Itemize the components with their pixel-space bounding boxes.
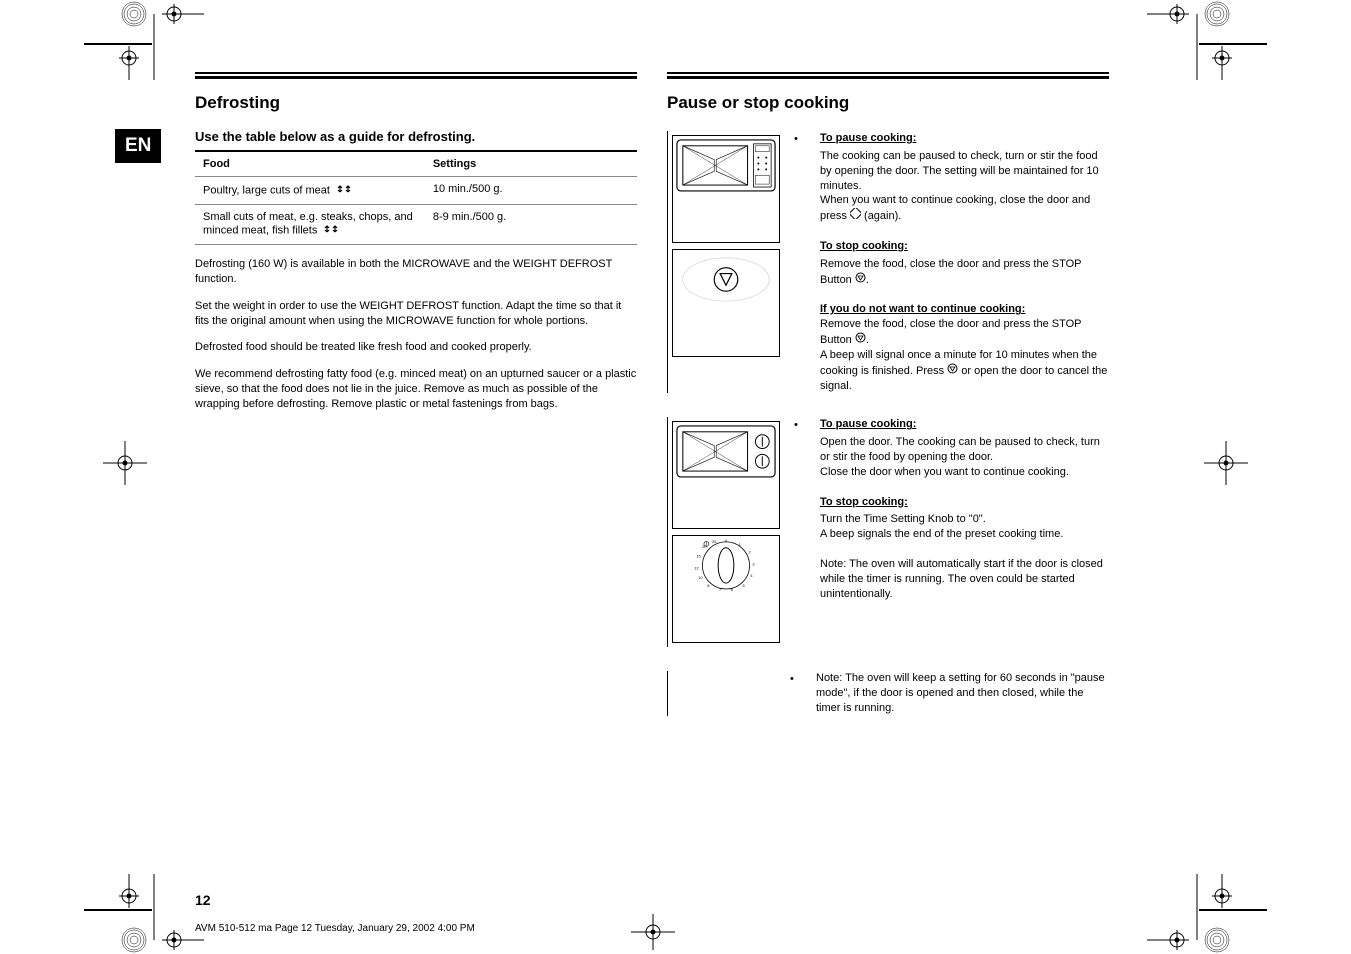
stop-icon [855,332,866,348]
stop-button-thumb [672,249,780,357]
table-cell: Poultry, large cuts of meat [203,184,330,196]
step-text: To pause cooking: Open the door. The coo… [820,417,1109,601]
step-body: Note: The oven will keep a setting for 6… [816,672,1105,714]
table-cell: Small cuts of meat, e.g. steaks, chops, … [203,211,413,236]
start-icon [850,208,861,224]
svg-text:2: 2 [748,550,750,555]
step-body: Close the door when you want to continue… [820,466,1069,478]
page-number: 12 [195,892,211,908]
reg-mark-bottom-right [1147,874,1267,954]
right-header: Pause or stop cooking [667,76,1109,123]
step-body: (again). [864,210,901,222]
step-body: Note: The oven will automatically start … [820,558,1103,600]
svg-text:3: 3 [752,562,754,567]
step-heading: To pause cooking: [820,131,1109,146]
footer-meta: AVM 510-512 ma Page 12 Tuesday, January … [195,923,475,934]
defrosting-subtitle: Use the table below as a guide for defro… [195,129,637,144]
bullet: • [790,671,802,685]
svg-text:10: 10 [698,576,703,581]
reg-mark-bottom-left [84,874,204,954]
table-header: Settings [425,151,637,177]
table-header-row: Food Settings [195,151,637,177]
page-content: EN Defrosting Use the table below as a g… [195,72,1110,842]
defrost-table: Food Settings Poultry, large cuts of mea… [195,150,637,245]
reg-mark-mid-left [100,438,150,488]
reg-mark-mid-bottom [628,912,678,952]
svg-text:25: 25 [712,539,717,544]
step-text: Note: The oven will keep a setting for 6… [816,671,1109,716]
reg-mark-top-right [1147,0,1267,80]
step-heading: To stop cooking: [820,495,1109,510]
defrost-note: Defrosted food should be treated like fr… [195,340,637,355]
step-note: • Note: The oven will keep a setting for… [667,671,1109,716]
step-heading: To pause cooking: [820,417,1109,432]
defrost-icon [337,183,353,198]
defrosting-title: Defrosting [195,93,280,113]
svg-text:12: 12 [694,566,698,571]
left-header: Defrosting [195,76,637,121]
svg-text:4: 4 [750,574,753,579]
defrost-note: Defrosting (160 W) is available in both … [195,257,637,287]
table-cell: 10 min./500 g. [425,177,637,205]
stop-icon [947,363,958,379]
defrost-note: Set the weight in order to use the WEIGH… [195,299,637,329]
table-row: Poultry, large cuts of meat 10 min./500 … [195,177,637,205]
defrost-icon [324,223,340,238]
table-cell: 8-9 min./500 g. [425,205,637,245]
step-heading: If you do not want to continue cooking: [820,303,1025,315]
defrost-note: We recommend defrosting fatty food (e.g.… [195,367,637,412]
step-text: To pause cooking: The cooking can be pau… [820,131,1109,393]
step-heading: To stop cooking: [820,239,1109,254]
svg-text:5: 5 [743,583,746,588]
left-column: EN Defrosting Use the table below as a g… [195,72,637,842]
step-mechanical: 012 345 678 101215 2025 • To pause cooki… [667,417,1109,647]
right-column: Pause or stop cooking [667,72,1109,842]
step-electronic: • To pause cooking: The cooking can be p… [667,131,1109,393]
reg-mark-mid-right [1201,438,1251,488]
reg-mark-top-left [84,0,204,80]
microwave-electronic-thumb [672,135,780,243]
language-tag: EN [115,129,161,163]
step-body: Open the door. The cooking can be paused… [820,436,1100,463]
table-header: Food [195,151,425,177]
rule-top-right [667,72,1109,74]
rule-top-left [195,72,637,74]
step-body: A beep signals the end of the preset coo… [820,528,1063,540]
svg-text:8: 8 [707,583,709,588]
stop-icon [855,272,866,288]
bullet: • [794,417,806,431]
svg-text:6: 6 [731,587,733,592]
timer-knob-thumb: 012 345 678 101215 2025 [672,535,780,643]
bullet: • [794,131,806,145]
microwave-mechanical-thumb [672,421,780,529]
svg-text:7: 7 [719,587,721,592]
step-body: The cooking can be paused to check, turn… [820,150,1099,192]
pause-stop-title: Pause or stop cooking [667,93,849,113]
svg-text:15: 15 [696,554,701,559]
step-body: Turn the Time Setting Knob to "0". [820,513,986,525]
svg-text:1: 1 [739,542,741,547]
table-row: Small cuts of meat, e.g. steaks, chops, … [195,205,637,245]
